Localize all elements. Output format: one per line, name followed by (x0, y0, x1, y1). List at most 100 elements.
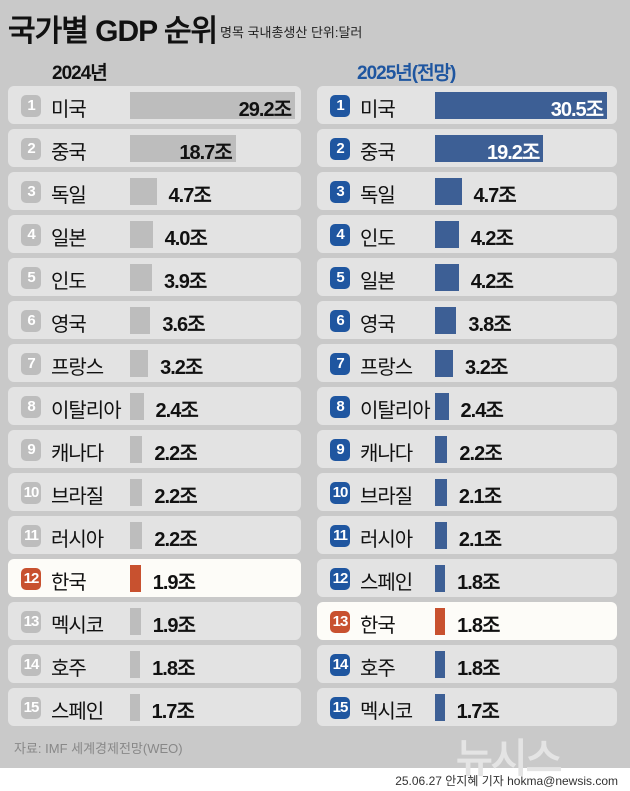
rank-row: 3 독일 4.7조 (8, 172, 301, 210)
gdp-bar (435, 393, 449, 420)
rank-row: 1 미국 30.5조 (317, 86, 617, 124)
country-name: 독일 (360, 185, 396, 207)
gdp-bar (435, 522, 447, 549)
rank-row: 5 일본 4.2조 (317, 258, 617, 296)
gdp-bar (435, 221, 459, 248)
gdp-bar (435, 565, 446, 592)
rank-row: 10 브라질 2.1조 (317, 473, 617, 511)
page-title: 국가별 GDP 순위 (8, 15, 218, 48)
country-name: 브라질 (51, 486, 104, 508)
rank-badge: 1 (21, 95, 41, 117)
gdp-value: 29.2조 (238, 99, 292, 121)
gdp-value: 4.2조 (470, 271, 514, 293)
rank-row: 9 캐나다 2.2조 (8, 430, 301, 468)
country-name: 러시아 (51, 529, 104, 551)
country-name: 스페인 (51, 701, 104, 723)
rank-badge: 15 (330, 697, 350, 719)
rank-badge: 7 (21, 353, 41, 375)
gdp-bar (435, 651, 446, 678)
country-name: 한국 (360, 615, 396, 637)
gdp-bar (130, 178, 157, 205)
rank-badge: 2 (330, 138, 350, 160)
gdp-bar (130, 135, 236, 162)
rank-badge: 14 (21, 654, 41, 676)
rank-badge: 1 (330, 95, 350, 117)
country-name: 미국 (51, 99, 87, 121)
country-name: 인도 (51, 271, 87, 293)
country-name: 멕시코 (51, 615, 104, 637)
rank-row: 2 중국 19.2조 (317, 129, 617, 167)
subtitle: 명목 국내총생산 단위:달러 (220, 25, 363, 40)
gdp-value: 4.0조 (164, 228, 208, 250)
rank-badge: 13 (21, 611, 41, 633)
rank-row: 12 스페인 1.8조 (317, 559, 617, 597)
rank-row: 13 멕시코 1.9조 (8, 602, 301, 640)
gdp-value: 4.7조 (168, 185, 212, 207)
rank-badge: 11 (21, 525, 41, 547)
gdp-value: 1.8조 (457, 615, 500, 637)
gdp-bar (130, 651, 141, 678)
rank-badge: 9 (21, 439, 41, 461)
rank-badge: 6 (21, 310, 41, 332)
gdp-value: 4.7조 (473, 185, 517, 207)
gdp-bar (130, 393, 144, 420)
rank-badge: 6 (330, 310, 350, 332)
rank-badge: 4 (21, 224, 41, 246)
gdp-value: 4.2조 (470, 228, 514, 250)
country-name: 영국 (51, 314, 87, 336)
gdp-value: 2.1조 (458, 529, 502, 551)
gdp-value: 2.1조 (458, 486, 502, 508)
gdp-value: 3.9조 (164, 271, 207, 293)
rank-row: 7 프랑스 3.2조 (8, 344, 301, 382)
rank-row: 6 영국 3.6조 (8, 301, 301, 339)
gdp-bar (435, 608, 446, 635)
year-2025-heading: 2025년(전망) (357, 63, 456, 84)
gdp-bar (130, 350, 149, 377)
country-name: 독일 (51, 185, 87, 207)
rank-badge: 12 (21, 568, 41, 590)
gdp-value: 18.7조 (179, 142, 232, 164)
country-name: 멕시코 (360, 701, 413, 723)
rank-badge: 8 (21, 396, 41, 418)
gdp-value: 2.2조 (154, 529, 197, 551)
gdp-value: 3.2조 (465, 357, 508, 379)
gdp-bar (435, 694, 445, 721)
country-name: 인도 (360, 228, 396, 250)
gdp-bar (435, 92, 608, 119)
rank-row: 3 독일 4.7조 (317, 172, 617, 210)
rank-badge: 2 (21, 138, 41, 160)
rank-badge: 12 (330, 568, 350, 590)
gdp-bar (435, 350, 454, 377)
gdp-bar (130, 221, 153, 248)
country-name: 호주 (51, 658, 87, 680)
gdp-value: 3.8조 (468, 314, 511, 336)
gdp-value: 2.2조 (154, 443, 197, 465)
year-2024-heading: 2024년 (52, 63, 108, 84)
rank-row: 7 프랑스 3.2조 (317, 344, 617, 382)
gdp-value: 1.9조 (152, 572, 196, 594)
country-name: 프랑스 (51, 357, 104, 379)
rank-badge: 9 (330, 439, 350, 461)
gdp-bar (130, 92, 295, 119)
gdp-value: 3.6조 (162, 314, 205, 336)
rank-row: 6 영국 3.8조 (317, 301, 617, 339)
gdp-bar (130, 565, 141, 592)
gdp-bar (435, 307, 457, 334)
rank-badge: 5 (330, 267, 350, 289)
source-note: 자료: IMF 세계경제전망(WEO) (14, 741, 183, 756)
gdp-value: 1.9조 (152, 615, 196, 637)
rank-row: 9 캐나다 2.2조 (317, 430, 617, 468)
rank-badge: 3 (21, 181, 41, 203)
gdp-value: 1.8조 (457, 658, 500, 680)
rank-badge: 3 (330, 181, 350, 203)
rank-row: 12 한국 1.9조 (8, 559, 301, 597)
rank-badge: 8 (330, 396, 350, 418)
gdp-value: 2.2조 (154, 486, 197, 508)
country-name: 스페인 (360, 572, 413, 594)
rank-row: 5 인도 3.9조 (8, 258, 301, 296)
credit-line: 25.06.27 안지혜 기자 hokma@newsis.com (395, 774, 618, 788)
rank-row: 11 러시아 2.1조 (317, 516, 617, 554)
gdp-value: 30.5조 (550, 99, 604, 121)
rank-row: 14 호주 1.8조 (317, 645, 617, 683)
gdp-bar (130, 307, 151, 334)
